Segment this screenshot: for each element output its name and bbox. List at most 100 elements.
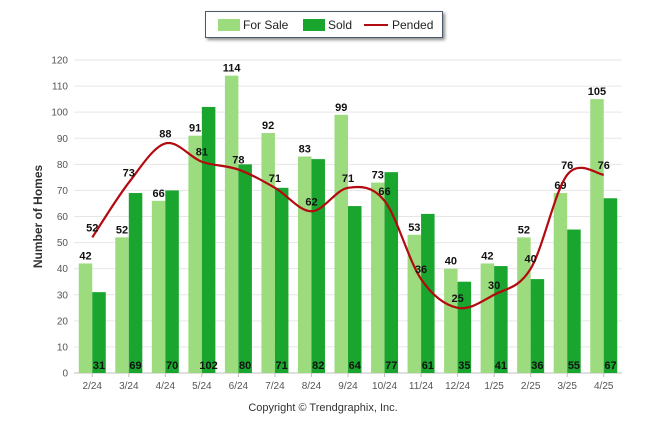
data-label-sold: 35 xyxy=(458,360,470,372)
bar-for-sale xyxy=(188,135,202,373)
legend-line-pended xyxy=(364,24,388,26)
bar-for-sale xyxy=(407,234,422,373)
data-label-for-sale: 40 xyxy=(445,256,457,268)
bar-for-sale xyxy=(297,156,312,373)
data-label-sold: 80 xyxy=(239,360,251,372)
x-tick-label: 10/24 xyxy=(372,381,397,392)
data-label-for-sale: 114 xyxy=(223,63,242,75)
data-label-sold: 61 xyxy=(422,360,434,372)
data-label-pended: 76 xyxy=(598,160,610,172)
data-label-pended: 40 xyxy=(525,254,537,266)
data-label-sold: 36 xyxy=(531,360,543,372)
legend-swatch-sold xyxy=(303,19,325,31)
x-tick-label: 3/25 xyxy=(557,381,577,392)
bar-for-sale xyxy=(371,182,385,373)
bar-sold xyxy=(457,281,472,373)
x-tick-label: 1/25 xyxy=(484,381,504,392)
data-label-sold: 102 xyxy=(199,360,217,372)
data-label-sold: 82 xyxy=(312,360,324,372)
bar-sold xyxy=(274,187,289,373)
bar-for-sale xyxy=(151,200,166,373)
data-label-pended: 62 xyxy=(305,196,317,208)
bar-sold xyxy=(348,206,362,373)
x-tick-label: 4/24 xyxy=(156,381,176,392)
legend: For Sale Sold Pended xyxy=(205,11,443,38)
y-tick-label: 90 xyxy=(57,134,69,145)
copyright-text: Copyright © Trendgraphix, Inc. xyxy=(248,402,398,414)
y-tick-label: 120 xyxy=(51,56,68,67)
y-axis-label: Number of Homes xyxy=(31,165,45,269)
data-label-for-sale: 53 xyxy=(408,222,420,234)
data-label-for-sale: 66 xyxy=(152,188,164,200)
bar-for-sale xyxy=(590,99,604,373)
data-label-for-sale: 52 xyxy=(116,224,128,236)
bar-sold xyxy=(238,164,252,373)
bar-sold xyxy=(567,229,581,373)
data-label-for-sale: 83 xyxy=(299,144,311,156)
y-tick-label: 60 xyxy=(57,212,69,223)
data-label-sold: 31 xyxy=(93,360,105,372)
bar-sold xyxy=(421,213,435,373)
data-label-sold: 77 xyxy=(385,360,397,372)
bar-sold xyxy=(311,159,325,373)
x-tick-label: 5/24 xyxy=(192,381,212,392)
data-label-sold: 71 xyxy=(276,360,288,372)
bar-for-sale xyxy=(115,237,129,373)
y-tick-label: 70 xyxy=(57,186,69,197)
data-label-pended: 71 xyxy=(269,173,281,185)
y-tick-label: 100 xyxy=(51,108,68,119)
data-label-pended: 78 xyxy=(232,155,244,167)
data-label-for-sale: 91 xyxy=(189,123,201,135)
data-label-for-sale: 52 xyxy=(518,224,530,236)
y-tick-label: 30 xyxy=(57,290,69,301)
bar-sold xyxy=(165,190,179,373)
bar-for-sale xyxy=(78,263,93,373)
data-label-pended: 76 xyxy=(561,160,573,172)
data-label-pended: 36 xyxy=(415,264,427,276)
x-tick-label: 11/24 xyxy=(409,381,434,392)
data-label-pended: 66 xyxy=(378,186,390,198)
x-tick-label: 8/24 xyxy=(302,381,322,392)
data-label-for-sale: 42 xyxy=(481,250,493,262)
bar-sold xyxy=(201,106,216,373)
y-tick-label: 10 xyxy=(57,342,69,353)
data-label-pended: 73 xyxy=(123,168,135,180)
bar-sold xyxy=(92,292,106,373)
legend-label-sold: Sold xyxy=(328,18,353,32)
data-label-pended: 25 xyxy=(451,293,463,305)
data-label-for-sale: 73 xyxy=(372,170,384,182)
y-tick-label: 20 xyxy=(57,316,69,327)
x-tick-label: 9/24 xyxy=(338,381,358,392)
x-tick-label: 3/24 xyxy=(119,381,139,392)
x-tick-label: 2/25 xyxy=(521,381,541,392)
bar-sold xyxy=(603,198,618,373)
x-tick-label: 7/24 xyxy=(265,381,285,392)
data-label-pended: 52 xyxy=(86,222,98,234)
y-tick-label: 110 xyxy=(52,82,68,93)
bar-for-sale xyxy=(517,237,531,373)
bar-for-sale xyxy=(480,263,495,373)
data-label-sold: 70 xyxy=(166,360,178,372)
x-tick-label: 12/24 xyxy=(445,381,470,392)
pended-line xyxy=(91,141,604,310)
data-label-sold: 55 xyxy=(568,360,580,372)
data-label-for-sale: 92 xyxy=(262,120,274,132)
bar-for-sale xyxy=(334,114,348,374)
y-tick-label: 50 xyxy=(57,238,69,249)
y-tick-label: 40 xyxy=(57,264,69,275)
data-label-pended: 88 xyxy=(159,128,171,140)
y-tick-label: 80 xyxy=(57,160,69,171)
y-tick-label: 0 xyxy=(62,369,68,380)
data-label-sold: 67 xyxy=(604,360,616,372)
x-tick-label: 2/24 xyxy=(83,381,103,392)
data-label-pended: 30 xyxy=(488,280,500,292)
data-label-for-sale: 99 xyxy=(335,102,347,114)
bar-for-sale xyxy=(553,193,568,373)
bar-sold xyxy=(128,193,143,373)
data-label-for-sale: 42 xyxy=(79,250,91,262)
bar-for-sale xyxy=(261,133,275,373)
x-tick-label: 4/25 xyxy=(594,381,614,392)
data-label-sold: 41 xyxy=(495,360,507,372)
data-label-sold: 64 xyxy=(349,360,362,372)
